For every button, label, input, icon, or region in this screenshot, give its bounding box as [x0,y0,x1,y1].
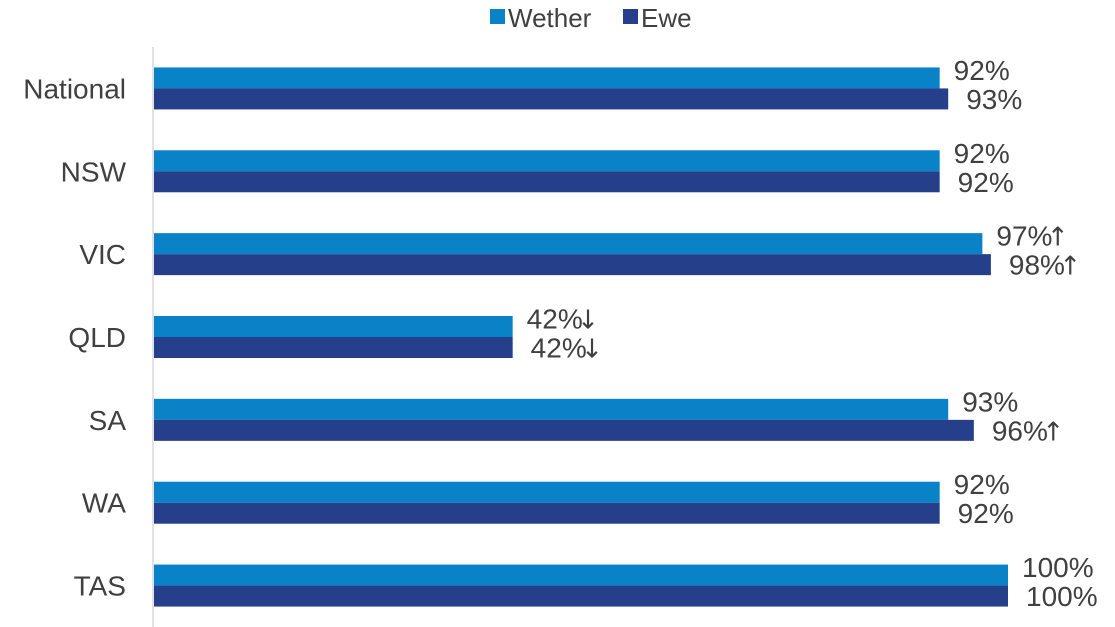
legend-label-ewe: Ewe [641,3,692,33]
up-arrow-icon: ↑ [1042,417,1064,447]
data-label-wether: 97% [996,221,1052,252]
bar-ewe-national [154,88,948,109]
data-label-ewe: 100% [1026,581,1098,612]
bar-wether-national [154,67,940,88]
bar-wether-tas [154,565,1008,586]
data-label-ewe: 92% [958,498,1014,529]
down-arrow-icon: ↓ [577,306,599,336]
bar-ewe-vic [154,254,991,275]
data-label-wether: 93% [962,386,1018,417]
bar-wether-wa [154,482,940,503]
bar-wether-vic [154,233,982,254]
data-label-ewe: 96% [992,415,1048,446]
legend-swatch-wether [490,9,505,24]
category-label: National [23,73,126,104]
bar-wether-sa [154,399,948,420]
legend-swatch-ewe [623,9,638,24]
up-arrow-icon: ↑ [1059,252,1081,282]
data-label-ewe: 92% [958,167,1014,198]
up-arrow-icon: ↑ [1047,223,1069,253]
data-label-wether: 92% [954,469,1010,500]
down-arrow-icon: ↓ [581,335,603,365]
category-label: TAS [74,571,126,602]
legend-label-wether: Wether [508,3,592,33]
bar-ewe-tas [154,586,1008,607]
category-label: VIC [79,239,126,270]
data-label-wether: 92% [954,55,1010,86]
category-labels: National NSW VIC QLD SA WA TAS [23,73,126,601]
bar-ewe-sa [154,420,974,441]
bar-ewe-wa [154,503,940,524]
data-label-ewe: 98% [1009,250,1065,281]
bar-ewe-nsw [154,171,940,192]
data-label-wether: 100% [1022,552,1094,583]
legend: Wether Ewe [490,3,692,33]
bar-wether-nsw [154,150,940,171]
bar-ewe-qld [154,337,513,358]
data-labels: 92%93%92%92%97%↑98%↑42%↓42%↓93%96%↑92%92… [527,55,1098,612]
category-label: WA [82,488,126,519]
bar-wether-qld [154,316,513,337]
category-label: SA [89,405,127,436]
category-label: QLD [68,322,126,353]
data-label-ewe: 42% [531,333,587,364]
category-label: NSW [61,156,127,187]
data-label-wether: 92% [954,138,1010,169]
data-label-wether: 42% [527,304,583,335]
data-label-ewe: 93% [966,84,1022,115]
